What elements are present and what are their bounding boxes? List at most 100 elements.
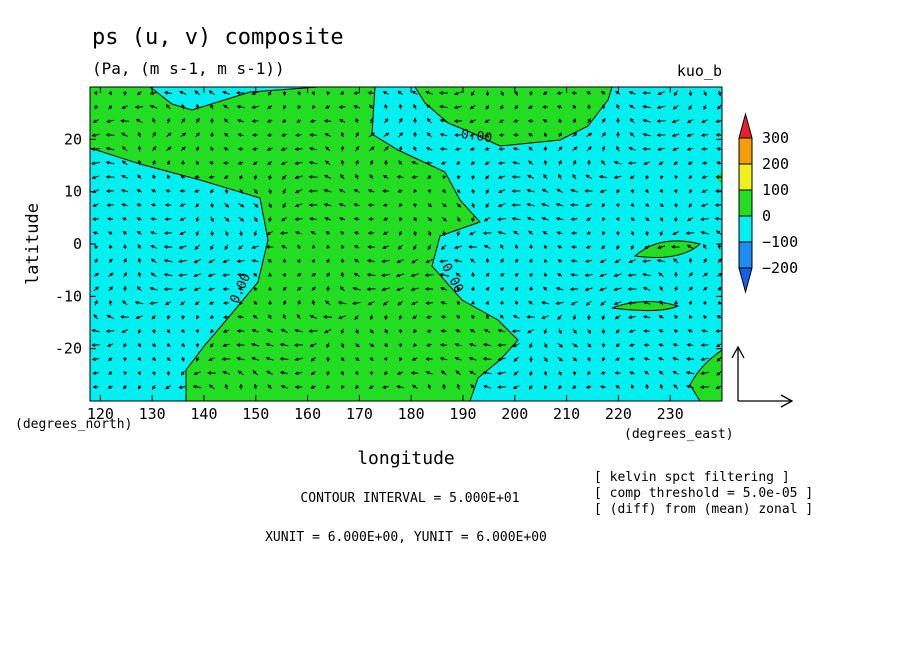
wind-vector-head (163, 90, 168, 95)
wind-vector (512, 176, 521, 178)
wind-vector-head (381, 385, 386, 389)
wind-vector-head (717, 286, 722, 291)
wind-vector-head (266, 133, 271, 137)
wind-vector-head (599, 189, 604, 193)
wind-vector-head (657, 91, 662, 96)
wind-vector (397, 259, 404, 263)
wind-vector-head (440, 161, 445, 165)
wind-vector-head (426, 343, 431, 347)
wind-vector (324, 175, 332, 179)
wind-vector-head (108, 244, 113, 249)
wind-vector-head (370, 132, 375, 137)
wind-vector-head (573, 132, 578, 137)
wind-vector-head (587, 371, 591, 376)
wind-vector-head (628, 329, 633, 333)
wind-vector-head (91, 343, 96, 347)
wind-vector-head (152, 117, 156, 122)
wind-vector-head (628, 315, 633, 320)
wind-vector-head (717, 300, 722, 305)
wind-vector-head (672, 231, 677, 235)
wind-vector-head (222, 370, 227, 375)
wind-vector (252, 105, 259, 109)
wind-vector-head (714, 216, 719, 221)
wind-vector-head (195, 232, 200, 237)
wind-vector-head (282, 204, 287, 209)
wind-vector-head (381, 273, 386, 278)
wind-vector-head (181, 117, 186, 122)
wind-vector (687, 244, 694, 250)
wind-vector-head (308, 175, 313, 179)
wind-vector-head (601, 145, 606, 150)
wind-vector-head (413, 145, 417, 150)
wind-vector-head (718, 258, 722, 263)
wind-vector (179, 385, 187, 389)
wind-vector-head (163, 287, 168, 291)
wind-vector (92, 161, 100, 165)
wind-vector-head (166, 329, 171, 334)
wind-vector-head (120, 189, 126, 193)
wind-vector-head (572, 118, 577, 123)
wind-vector-head (483, 245, 488, 249)
wind-vector-head (92, 189, 97, 193)
wind-vector-head (628, 91, 633, 95)
wind-vector-head (282, 300, 287, 305)
wind-vector-head (94, 105, 98, 110)
wind-vector-head (134, 300, 139, 305)
wind-vector-head (600, 371, 605, 375)
wind-vector-head (485, 204, 490, 209)
y-axis: 20 10 0 -10 -20 (55, 130, 722, 358)
wind-vector-head (208, 90, 213, 95)
wind-vector-head (106, 217, 111, 221)
wind-vector-head (613, 175, 618, 180)
wind-vector-head (471, 314, 475, 319)
wind-vector (368, 300, 375, 306)
wind-vector-head (412, 315, 417, 320)
wind-vector-head (511, 189, 516, 193)
wind-vector-head (558, 371, 562, 376)
wind-vector (643, 287, 651, 291)
wind-vector-head (586, 91, 591, 95)
wind-vector-head (399, 357, 403, 362)
wind-vector-head (714, 203, 719, 207)
wind-vector-head (222, 273, 227, 277)
wind-vector (483, 371, 492, 375)
wind-vector-head (251, 245, 256, 250)
wind-vector-head (251, 91, 256, 96)
wind-vector-head (136, 286, 141, 290)
wind-vector-head (701, 329, 706, 333)
wind-vector-head (689, 314, 693, 319)
wind-vector (614, 273, 622, 277)
wind-vector-head (413, 329, 417, 334)
wind-vector-head (440, 287, 445, 291)
colorbar-label: 0 (762, 207, 771, 225)
wind-vector (383, 132, 389, 138)
wind-vector (542, 188, 549, 194)
wind-vector-head (642, 315, 647, 319)
wind-vector-head (410, 287, 415, 292)
wind-vector-head (485, 300, 489, 305)
wind-vector-head (558, 173, 562, 178)
wind-vector-head (236, 259, 241, 263)
wind-vector-head (152, 385, 156, 390)
wind-vector-head (326, 358, 330, 363)
wind-vector-head (108, 91, 112, 96)
wind-vector-head (323, 119, 328, 123)
wind-vector-head (411, 301, 416, 305)
wind-vector-head (236, 91, 241, 95)
wind-vector-head (702, 300, 707, 305)
wind-vector-head (95, 286, 99, 291)
wind-vector-head (151, 189, 156, 193)
wind-vector-head (717, 105, 721, 110)
wind-vector-head (645, 383, 649, 388)
wind-vector-head (587, 357, 591, 362)
wind-vector (686, 358, 695, 360)
wind-vector (382, 259, 390, 263)
wind-vector-head (268, 204, 272, 209)
wind-vector-head (689, 189, 693, 194)
wind-vector-head (354, 315, 359, 320)
wind-vector-head (425, 371, 430, 375)
wind-vector-head (443, 203, 447, 208)
wind-vector-head (297, 273, 302, 277)
wind-vector-head (688, 300, 692, 305)
wind-vector (208, 273, 216, 277)
